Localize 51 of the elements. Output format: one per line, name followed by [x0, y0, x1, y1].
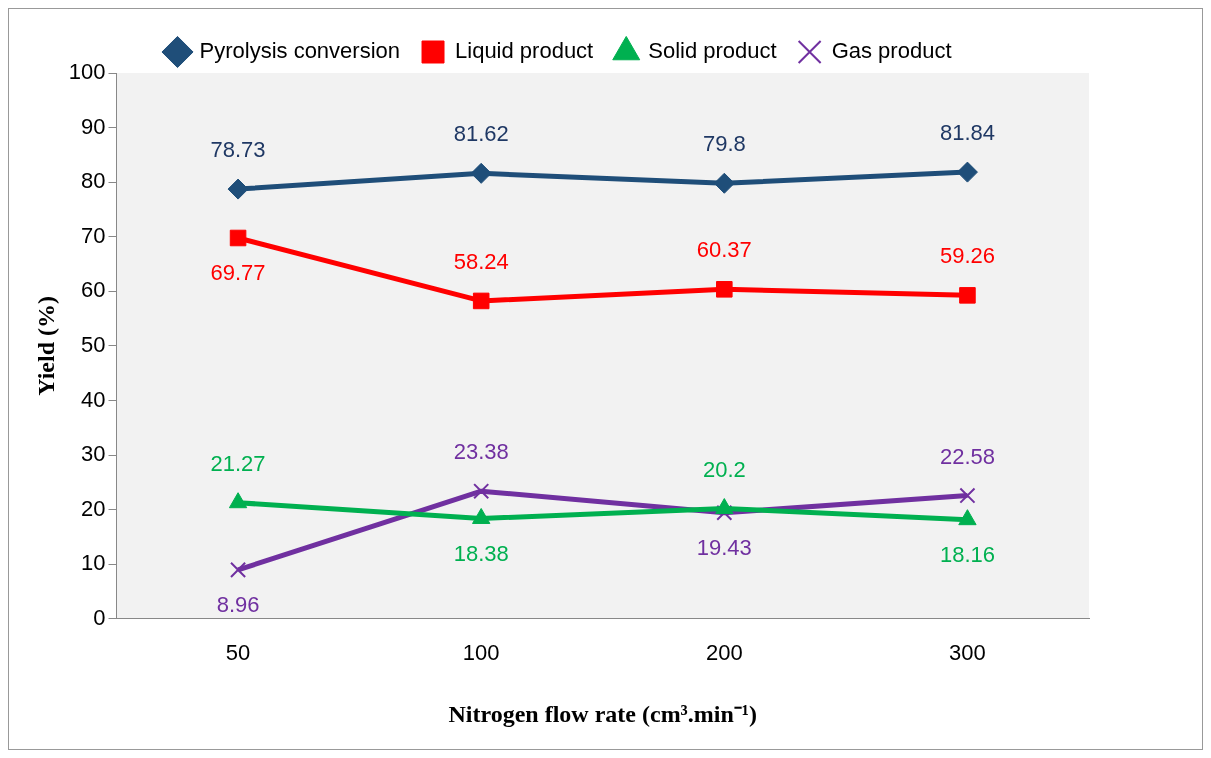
data-label: 79.8 — [702, 131, 746, 157]
y-tick-label: 80 — [81, 168, 106, 194]
point — [473, 483, 490, 500]
data-label: 8.96 — [216, 591, 260, 617]
y-tick-label: 30 — [81, 441, 106, 467]
y-tick-label: 0 — [93, 604, 106, 630]
point — [956, 161, 978, 183]
point — [227, 178, 249, 200]
y-tick-label: 90 — [81, 113, 106, 139]
point — [472, 292, 490, 310]
data-label: 60.37 — [696, 237, 752, 263]
point — [959, 487, 976, 504]
y-axis-title: Yield (%) — [32, 296, 59, 396]
data-label: 21.27 — [210, 450, 266, 476]
data-label: 23.38 — [453, 439, 509, 465]
x-tick-label: 50 — [225, 640, 251, 666]
legend-label: Liquid product — [455, 38, 594, 64]
y-tick-label: 60 — [81, 277, 106, 303]
data-label: 18.38 — [453, 540, 509, 566]
point — [959, 287, 976, 304]
y-tick-label: 20 — [81, 495, 106, 521]
data-label: 69.77 — [210, 260, 266, 286]
legend-label: Pyrolysis conversion — [199, 38, 401, 64]
data-label: 19.43 — [696, 534, 752, 560]
y-tick-label: 10 — [81, 550, 106, 576]
y-tick-label: 50 — [81, 331, 106, 357]
x-axis-title: Nitrogen flow rate (cm³.min⁻¹) — [448, 700, 758, 727]
data-label: 81.84 — [939, 120, 995, 146]
x-tick-label: 100 — [462, 640, 500, 666]
data-label: 78.73 — [210, 137, 266, 163]
point — [228, 492, 248, 509]
y-tick-label: 100 — [68, 59, 106, 85]
data-label: 22.58 — [939, 443, 995, 469]
legend-label: Gas product — [831, 38, 952, 64]
point — [470, 162, 492, 184]
x-tick-label: 200 — [705, 640, 743, 666]
data-label: 18.16 — [939, 541, 995, 567]
y-tick-label: 40 — [81, 386, 106, 412]
data-label: 81.62 — [453, 121, 509, 147]
x-tick-label: 300 — [949, 640, 986, 666]
point — [229, 229, 247, 247]
data-label: 58.24 — [453, 248, 509, 274]
legend-label: Solid product — [648, 38, 777, 64]
point — [715, 498, 734, 515]
point — [716, 281, 733, 298]
point — [958, 509, 977, 526]
point — [230, 561, 247, 578]
data-label: 20.2 — [702, 456, 746, 482]
point — [713, 172, 735, 194]
data-label: 59.26 — [939, 243, 995, 269]
y-tick-label: 70 — [81, 222, 106, 248]
